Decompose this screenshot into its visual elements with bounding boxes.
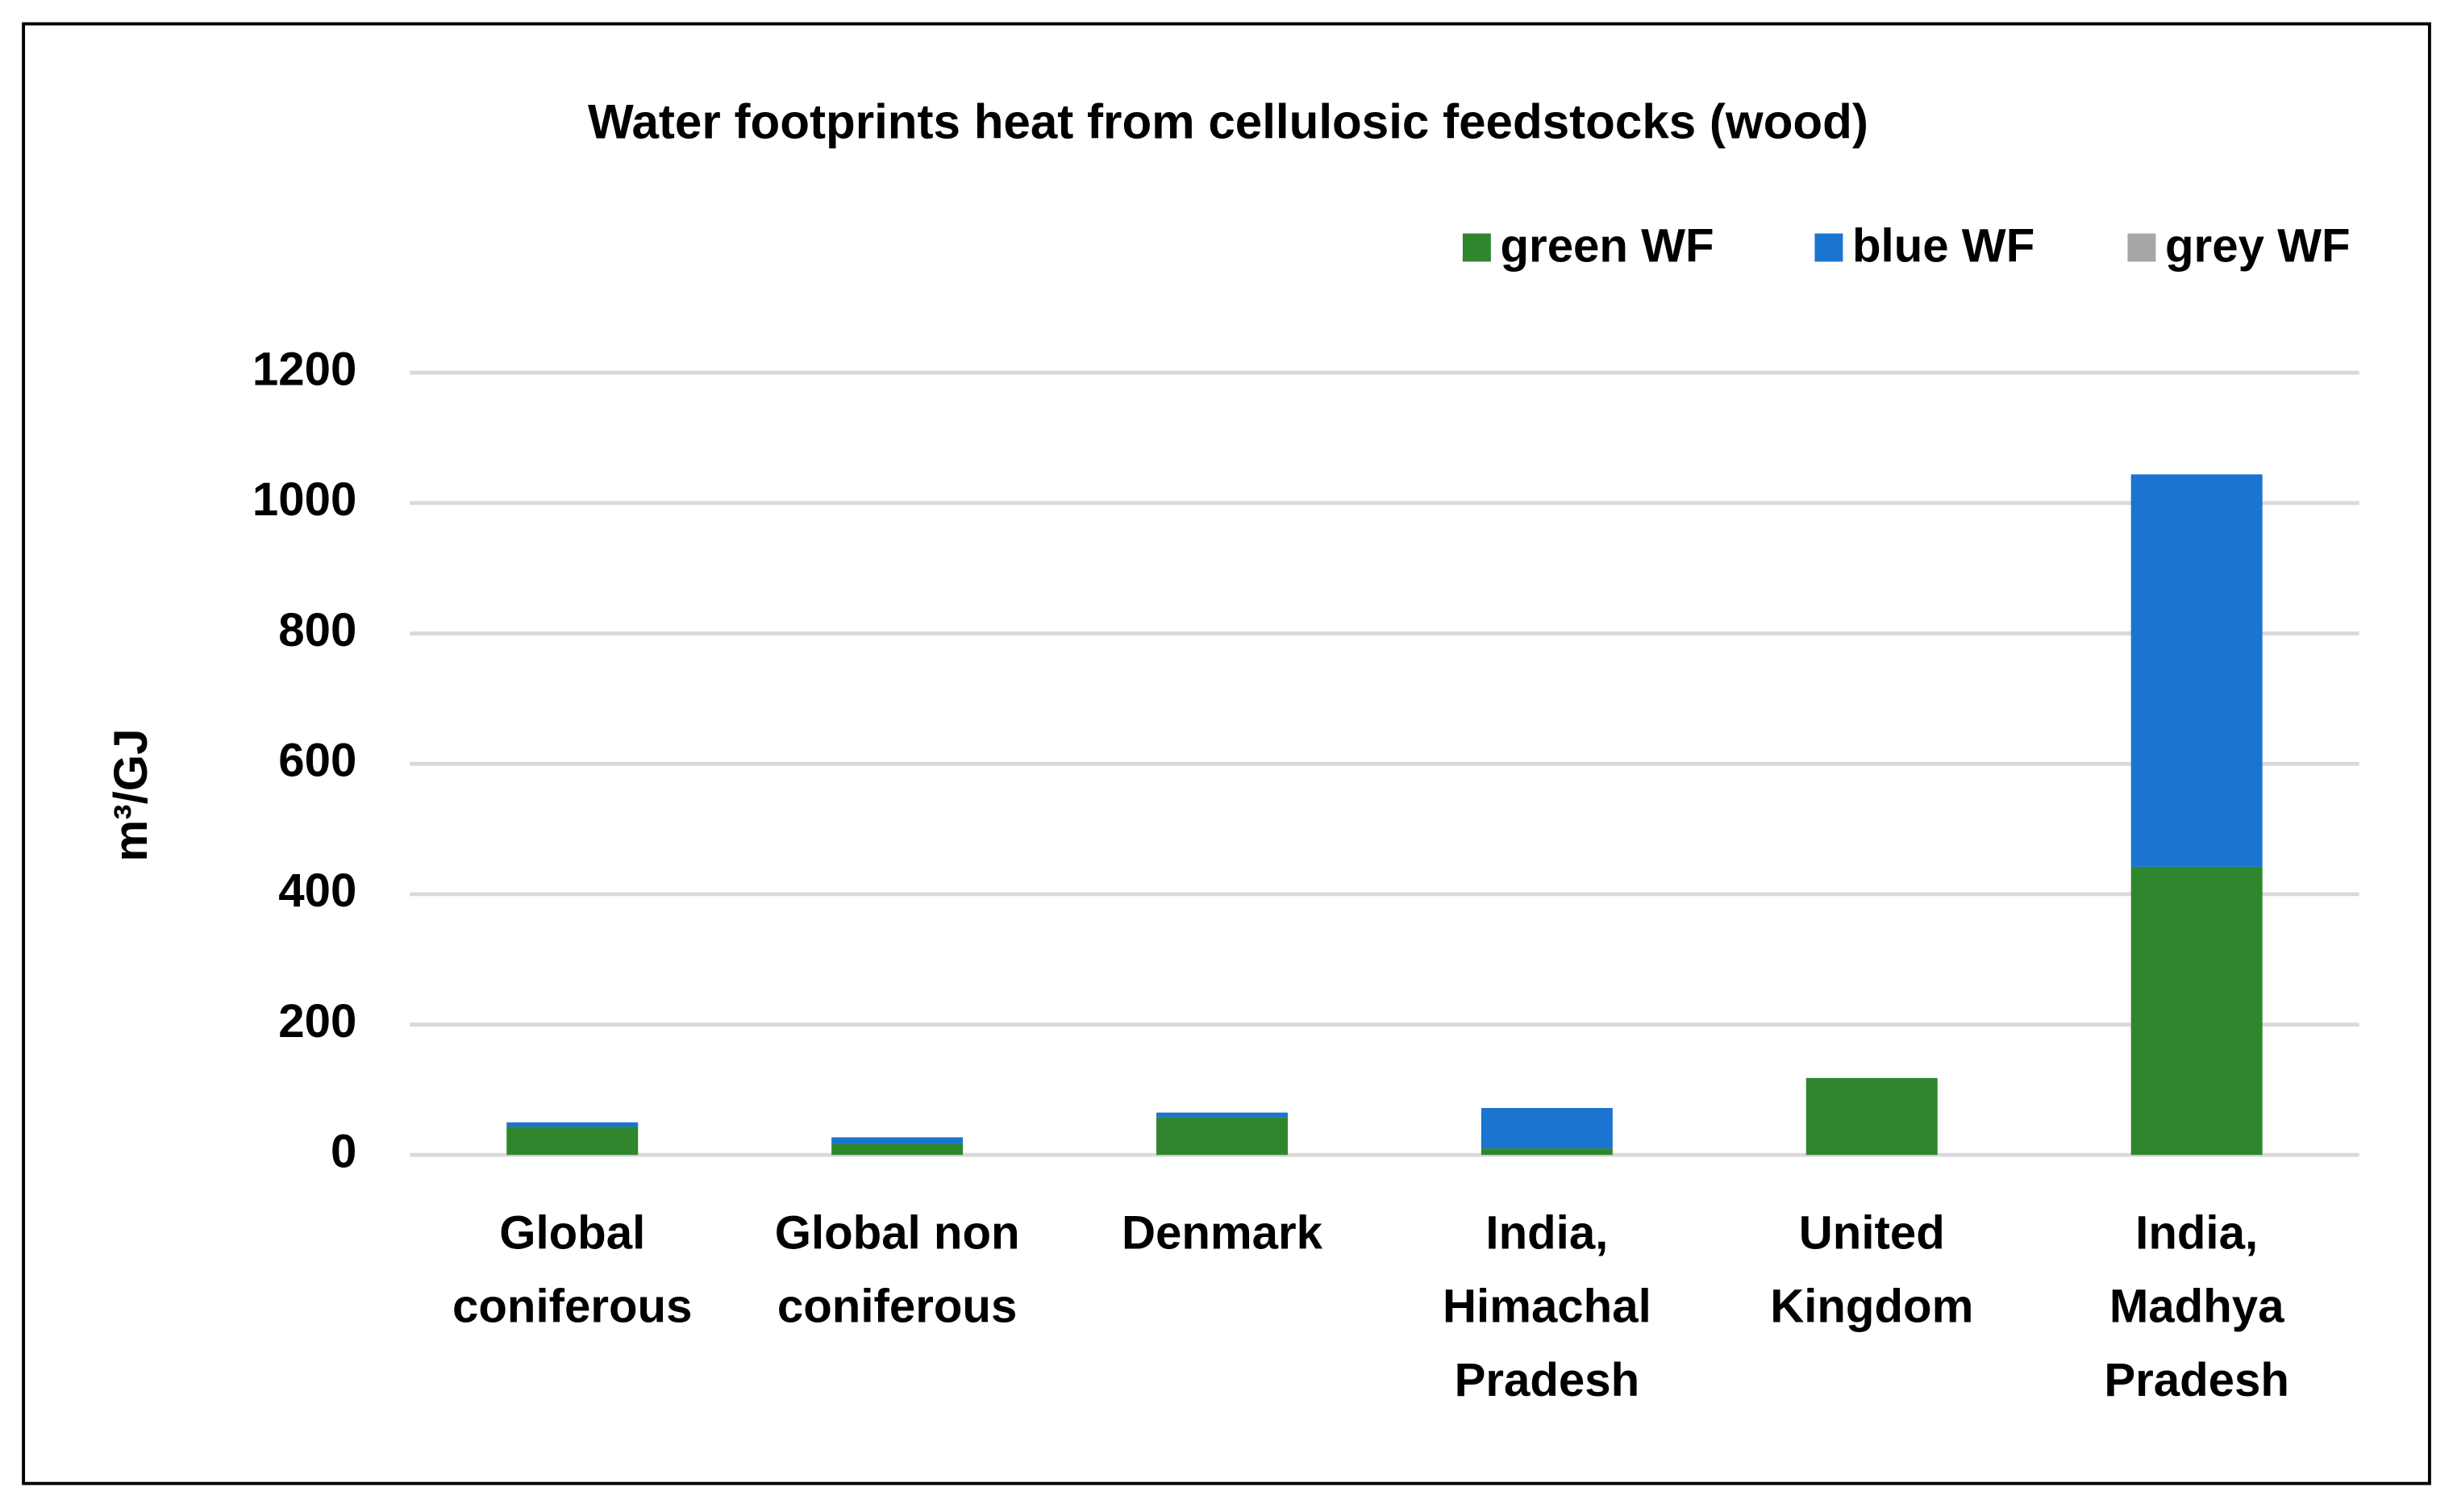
bar-segment: [1156, 1112, 1288, 1118]
x-tick-label: Himachal: [1443, 1281, 1651, 1333]
y-tick-label: 0: [331, 1126, 356, 1178]
bar-segment: [1481, 1108, 1613, 1149]
legend-swatch: [1814, 233, 1843, 262]
x-tick-label: United: [1799, 1206, 1945, 1259]
x-tick-label: Madhya: [2109, 1281, 2284, 1333]
bar-segment: [831, 1143, 964, 1156]
x-tick-label: Pradesh: [1455, 1354, 1640, 1406]
legend-swatch: [2127, 233, 2156, 262]
y-tick-label: 1000: [252, 473, 356, 526]
bar-segment: [1156, 1117, 1288, 1156]
bar-segment: [506, 1127, 639, 1156]
x-tick-label: India,: [1485, 1206, 1608, 1259]
y-tick-label: 1200: [252, 344, 356, 396]
x-tick-label: coniferous: [452, 1281, 692, 1333]
legend-swatch: [1462, 233, 1491, 262]
bar-segment: [2130, 866, 2263, 1156]
bar-segment: [2130, 474, 2263, 867]
y-tick-label: 200: [278, 995, 356, 1048]
y-tick-label: 600: [278, 735, 356, 787]
x-tick-label: Denmark: [1122, 1206, 1323, 1259]
x-tick-label: India,: [2135, 1206, 2258, 1259]
y-tick-label: 800: [278, 604, 356, 656]
bar-segment: [1481, 1148, 1613, 1156]
legend-label: green WF: [1501, 219, 1714, 272]
bar-segment: [831, 1137, 964, 1144]
x-tick-label: coniferous: [777, 1281, 1017, 1333]
x-tick-label: Global non: [775, 1206, 1020, 1259]
y-tick-label: 400: [278, 864, 356, 917]
x-tick-label: Pradesh: [2104, 1354, 2289, 1406]
legend-label: blue WF: [1852, 219, 2034, 272]
chart-title: Water footprints heat from cellulosic fe…: [588, 95, 1868, 149]
chart-border: [22, 22, 2431, 1485]
bar-segment: [506, 1122, 639, 1127]
x-tick-label: Global: [499, 1206, 645, 1259]
y-axis-label: m³/GJ: [105, 729, 157, 862]
bar-segment: [1805, 1077, 1938, 1156]
x-tick-label: Kingdom: [1770, 1281, 1973, 1333]
legend-label: grey WF: [2165, 219, 2351, 272]
